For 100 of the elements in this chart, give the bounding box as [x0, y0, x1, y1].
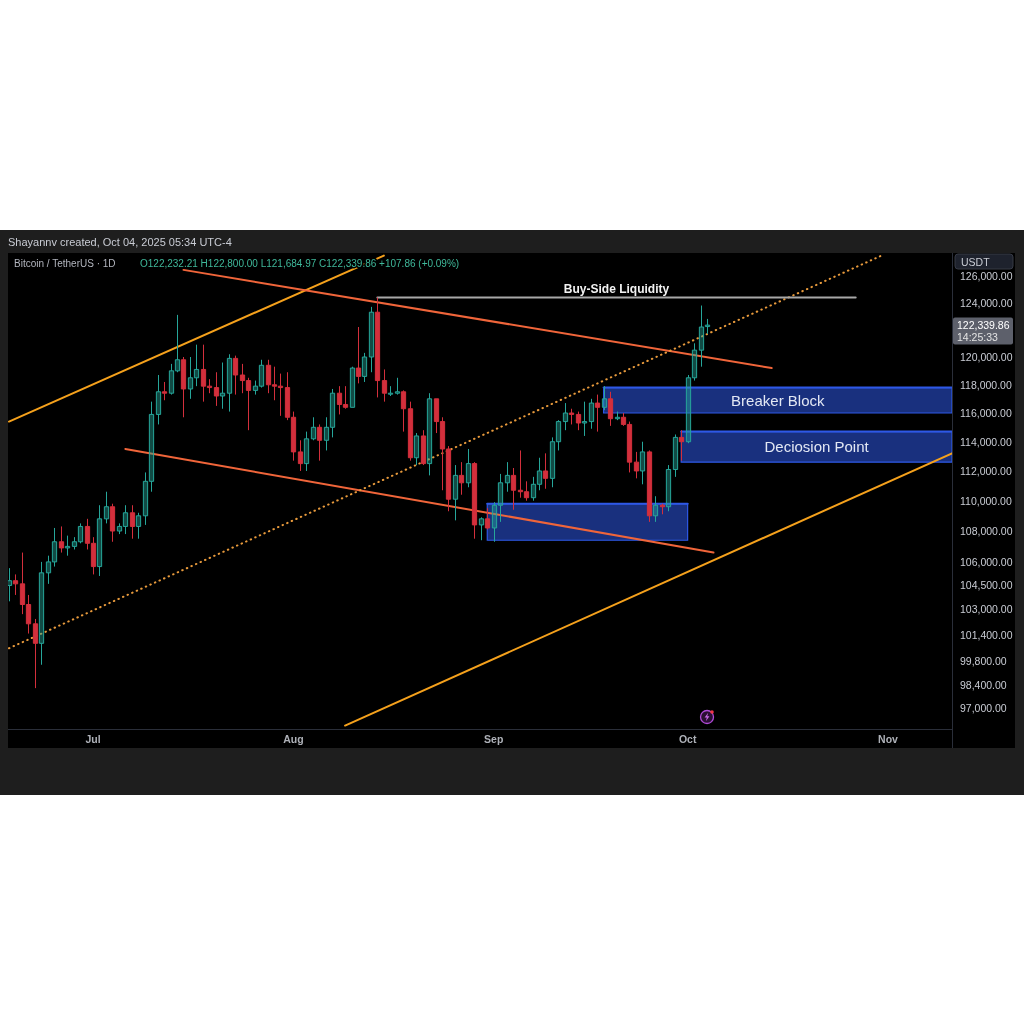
- candlestick: [122, 504, 129, 535]
- candlestick: [374, 297, 381, 398]
- candlestick: [465, 448, 472, 488]
- y-tick-label: 98,400.00: [960, 678, 1007, 691]
- candlestick: [258, 359, 265, 389]
- y-tick-label: 104,500.00: [960, 579, 1013, 592]
- candlestick: [497, 473, 504, 523]
- candlestick: [387, 385, 394, 397]
- y-axis-title: USDT: [961, 255, 991, 268]
- candlestick: [555, 419, 562, 451]
- y-tick-label: 97,000.00: [960, 702, 1007, 715]
- candlestick: [685, 374, 692, 444]
- y-tick-label: 116,000.00: [960, 407, 1012, 419]
- candlestick: [129, 504, 136, 540]
- y-tick-label: 114,000.00: [960, 435, 1012, 448]
- candlestick: [135, 512, 142, 540]
- candlestick: [323, 416, 330, 451]
- candlestick: [678, 429, 685, 462]
- candlestick: [478, 516, 485, 541]
- candlestick: [219, 362, 226, 410]
- candlestick: [142, 471, 149, 526]
- y-tick-label: 126,000.00: [960, 270, 1013, 283]
- candlestick: [174, 314, 181, 373]
- y-tick-label: 112,000.00: [960, 464, 1012, 477]
- candlestick: [368, 306, 375, 373]
- candlestick: [562, 402, 569, 431]
- text: Shayannv created, Oct 04, 2025 05:34 UTC-4: [8, 236, 232, 248]
- candlestick: [691, 342, 698, 382]
- candlestick: [394, 377, 401, 396]
- candlestick: [148, 401, 155, 493]
- candlestick: [665, 464, 672, 512]
- y-tick-label: 118,000.00: [960, 378, 1012, 391]
- y-tick-label: 101,400.00: [960, 629, 1013, 642]
- candlestick: [103, 491, 110, 524]
- candlestick: [303, 431, 310, 472]
- y-tick-label: 110,000.00: [960, 494, 1012, 507]
- candlestick: [413, 432, 420, 466]
- candlestick: [633, 451, 640, 479]
- candlestick: [232, 355, 239, 396]
- candlestick: [187, 356, 194, 400]
- candlestick: [614, 411, 621, 421]
- candlestick: [252, 380, 259, 396]
- candlestick: [458, 461, 465, 496]
- candlestick: [426, 392, 433, 476]
- candlestick: [646, 449, 653, 523]
- candlestick: [161, 381, 168, 401]
- series-label: Buy-Side Liquidity: [563, 281, 670, 296]
- x-tick-label: Oct: [678, 733, 697, 745]
- candlestick: [530, 476, 537, 502]
- x-tick-label: Sep: [484, 733, 504, 745]
- candlestick: [542, 452, 549, 490]
- candlestick: [8, 567, 13, 602]
- series-label: Deciosion Point: [764, 438, 870, 456]
- candlestick: [381, 368, 388, 403]
- chart-title: Bitcoin / TetherUS · 1D: [14, 257, 116, 269]
- candlestick: [407, 401, 414, 462]
- candlestick: [193, 344, 200, 387]
- candlestick: [400, 389, 407, 433]
- candlestick: [329, 388, 336, 438]
- x-tick-label: Nov: [878, 733, 899, 745]
- y-tick-label: 99,800.00: [960, 655, 1007, 668]
- candlestick: [64, 535, 71, 557]
- text: 14:25:33: [957, 331, 999, 344]
- candlestick: [652, 495, 659, 523]
- candlestick: [510, 467, 517, 511]
- candlestick: [601, 385, 608, 411]
- candlestick: [355, 326, 362, 384]
- candlestick: [698, 305, 705, 368]
- candlestick: [45, 555, 52, 585]
- y-tick-label: 108,000.00: [960, 525, 1013, 538]
- candlestick: [471, 461, 478, 540]
- candlestick: [58, 525, 65, 554]
- candlestick: [420, 429, 427, 466]
- x-tick-label: Jul: [85, 733, 101, 745]
- candlestick: [491, 501, 498, 543]
- candlestick: [109, 503, 116, 543]
- candlestick: [581, 401, 588, 437]
- candlestick: [704, 318, 711, 335]
- candlestick: [452, 464, 459, 521]
- candlestick: [316, 423, 323, 462]
- candlestick: [71, 536, 78, 550]
- series-label: Breaker Block: [731, 391, 825, 409]
- candlestick: [588, 398, 595, 430]
- candlestick: [672, 434, 679, 478]
- candlestick: [297, 439, 304, 472]
- y-tick-label: 103,000.00: [960, 603, 1013, 616]
- text: 122,339.86: [957, 319, 1010, 332]
- candlestick: [484, 507, 491, 530]
- candlestick: [213, 371, 220, 407]
- candlestick: [361, 352, 368, 383]
- candlestick: [607, 391, 614, 427]
- candlestick: [639, 441, 646, 485]
- candlestick: [568, 408, 575, 425]
- candlestick: [12, 573, 19, 596]
- candlestick: [349, 366, 356, 408]
- candlestick: [32, 618, 39, 689]
- candlestick: [594, 394, 601, 433]
- candlestick: [51, 527, 58, 568]
- x-tick-label: Aug: [283, 733, 304, 745]
- candlestick: [155, 374, 162, 425]
